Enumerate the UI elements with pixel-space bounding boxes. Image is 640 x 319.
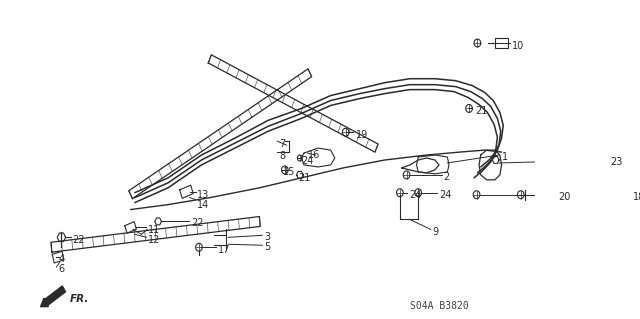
Text: 18: 18 [633,192,640,202]
Bar [495,38,508,48]
Text: 13: 13 [197,190,209,200]
Text: 17: 17 [218,245,230,255]
Text: 19: 19 [356,130,368,140]
Text: 7: 7 [279,139,285,149]
Text: 12: 12 [148,235,161,245]
Text: 11: 11 [148,226,161,235]
Text: 1: 1 [502,152,508,162]
Text: 9: 9 [433,227,438,237]
Text: 22: 22 [72,235,84,245]
Text: 15: 15 [283,167,296,177]
Text: FR.: FR. [70,294,89,304]
Text: 21: 21 [298,173,310,183]
Text: 4: 4 [58,254,64,264]
Text: 3: 3 [264,232,270,242]
Text: 6: 6 [58,264,64,274]
Text: 5: 5 [264,242,270,252]
Text: 8: 8 [279,151,285,161]
Text: 22: 22 [191,219,204,228]
Text: S04A B3820: S04A B3820 [410,301,468,311]
Text: 24: 24 [439,190,451,200]
Text: 20: 20 [558,192,571,202]
Text: 23: 23 [610,157,622,167]
FancyArrow shape [40,286,65,307]
Text: 14: 14 [197,200,209,210]
Text: 2: 2 [444,172,449,182]
Text: 10: 10 [511,41,524,51]
Text: 24: 24 [409,190,421,200]
Text: 16: 16 [308,150,321,160]
Text: 21: 21 [475,107,487,116]
Text: 24: 24 [301,156,314,166]
